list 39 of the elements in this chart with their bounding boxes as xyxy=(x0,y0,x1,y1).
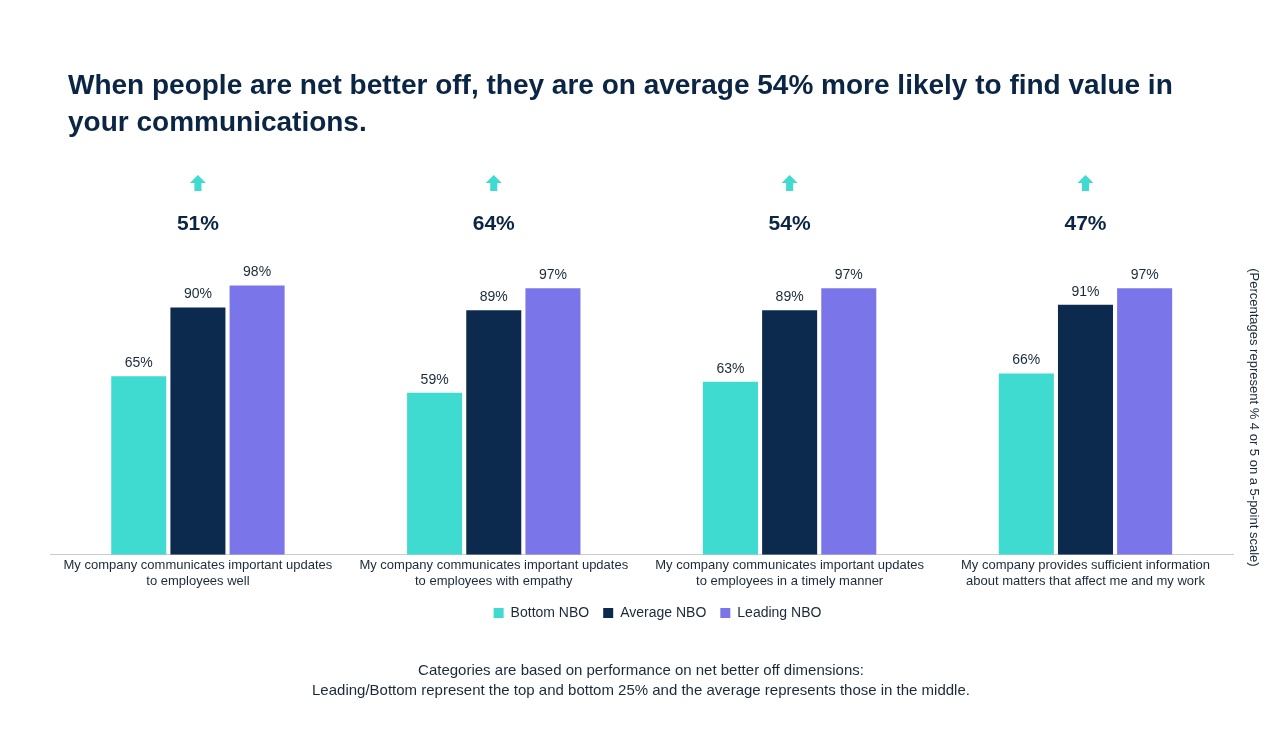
x-tick-label: My company communicates important updates to employees well xyxy=(63,557,333,588)
data-label: 97% xyxy=(538,266,567,283)
text: 51% xyxy=(176,211,220,235)
bar xyxy=(821,288,877,555)
data-label: 97% xyxy=(1130,266,1159,283)
data-label: 90% xyxy=(183,285,212,302)
bar xyxy=(525,288,581,555)
bar xyxy=(1117,288,1173,555)
text: 54% xyxy=(768,211,811,235)
text: 64% xyxy=(472,211,516,235)
legend-label: Leading NBO xyxy=(737,603,822,620)
y2-axis-title: (Percentages represent % 4 or 5 on a 5-point scale) xyxy=(1246,268,1262,567)
bar xyxy=(762,310,818,555)
data-label: 66% xyxy=(1012,351,1041,368)
text: 47% xyxy=(1064,211,1107,235)
bar xyxy=(111,376,167,555)
bar xyxy=(229,285,285,555)
chart-title: When people are net better off, they are on average 54% more likely to find value in your communications. xyxy=(68,68,1174,139)
data-label: 97% xyxy=(834,266,863,283)
bar xyxy=(702,381,758,555)
x-tick-label: My company communicates important updates to employees in a timely manner xyxy=(655,557,925,588)
x-tick-label: My company provides sufficient information about matters that affect me and my work xyxy=(960,557,1210,588)
bar xyxy=(998,373,1054,555)
bar xyxy=(407,392,463,555)
bar xyxy=(466,310,522,555)
data-label: 59% xyxy=(420,370,449,387)
data-label: 89% xyxy=(479,288,508,305)
bar xyxy=(170,307,226,555)
text: Categories are based on performance on net better off dimensions: xyxy=(417,660,865,680)
legend-label: Average NBO xyxy=(620,603,707,620)
text: Leading/Bottom represent the top and bottom 25% and the average represents those in the middle. xyxy=(311,680,971,700)
legend-label: Bottom NBO xyxy=(510,603,590,620)
data-label: 89% xyxy=(775,288,804,305)
data-label: 91% xyxy=(1071,282,1100,299)
data-label: 65% xyxy=(124,354,153,371)
x-tick-label: My company communicates important updates to employees with empathy xyxy=(359,557,629,588)
data-label: 98% xyxy=(243,263,272,280)
bar xyxy=(1057,304,1113,555)
data-label: 63% xyxy=(716,359,745,376)
